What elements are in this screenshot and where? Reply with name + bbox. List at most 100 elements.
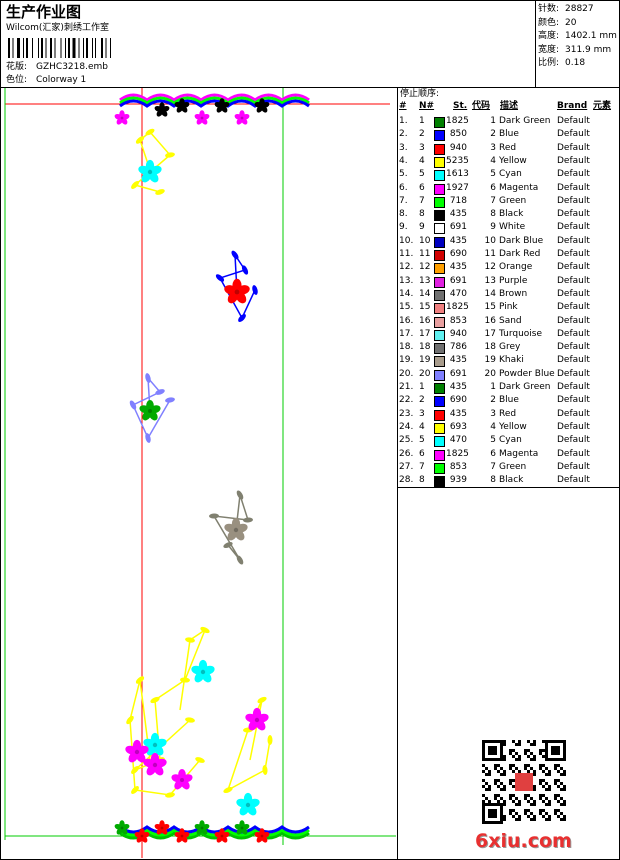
column-header: Brand [557,101,588,111]
code: 12 [484,262,496,273]
qr-module [527,755,530,758]
brand: Default [557,129,590,140]
qr-module [503,800,506,803]
brand: Default [557,195,590,206]
needle: 3 [419,142,425,153]
qr-module [542,815,545,818]
needle: 1 [419,116,425,126]
leaf [165,152,175,158]
qr-finder [482,803,503,824]
qr-module [563,785,566,788]
qr-module [527,815,530,818]
color-swatch [434,356,445,368]
flower-center [160,826,164,830]
barcode-bar [68,38,70,58]
qr-module [503,803,506,806]
barcode-bar [92,38,93,58]
qr-module [539,809,542,812]
brand: Default [557,448,590,459]
needle: 6 [419,182,425,193]
qr-module [539,749,542,752]
description: Turquoise [499,328,543,339]
color-swatch [434,343,445,355]
stem [218,252,256,320]
needle: 16 [419,315,431,326]
description: Dark Green [499,116,551,126]
brand: Default [557,235,590,246]
qr-module [485,773,488,776]
qr-module [515,803,518,806]
flower-center [220,834,224,838]
description: Green [499,195,527,206]
barcode-bar [95,38,96,58]
stitches: 940 [449,142,467,153]
scallop-border [119,99,310,108]
qr-module [554,767,557,770]
qr-module [497,779,500,782]
row-index: 16. [399,315,414,326]
code: 8 [490,209,496,220]
flower [154,820,170,835]
color-swatch [434,462,445,474]
row-index: 13. [399,275,414,286]
brand: Default [557,342,590,353]
qr-module [530,803,533,806]
code: 16 [484,315,496,326]
petal [154,824,163,830]
flower [114,820,130,835]
code: 4 [490,155,496,166]
stat-value: 1402.1 mm [565,31,617,41]
description: Sand [499,315,522,326]
qr-module [503,758,506,761]
code: 5 [490,169,496,180]
qr-finder [488,809,497,818]
column-header: St. [453,101,468,111]
qr-module [554,779,557,782]
description: Powder Blue [499,368,555,379]
code: 2 [490,129,496,140]
column-header: 代码 [472,101,491,111]
description: Dark Red [499,249,541,259]
qr-module [485,788,488,791]
code: 20 [484,368,496,379]
qr-module [563,800,566,803]
qr-module [548,770,551,773]
qr-module [494,764,497,767]
qr-module [530,758,533,761]
colorway-label: 色位: [6,75,28,85]
barcode-bar [38,38,39,58]
qr-module [548,788,551,791]
needle: 17 [419,328,431,339]
leaf [215,274,225,282]
color-swatch [434,196,445,208]
leaf [257,696,267,704]
stat-label: 针数: [538,4,560,14]
brand: Default [557,302,590,313]
barcode-bar [8,38,10,58]
flower-center [152,742,158,748]
qr-module [527,794,530,797]
qr-module [545,812,548,815]
qr-module [494,794,497,797]
flower-center [254,717,260,723]
description: Orange [499,262,533,273]
leaf [243,517,253,523]
leaf [241,265,249,275]
needle: 18 [419,342,431,353]
qr-module [500,773,503,776]
code: 5 [490,435,496,446]
brand: Default [557,315,590,326]
needle: 1 [419,382,425,392]
needle: 11 [419,249,431,259]
stitches: 850 [449,129,467,140]
qr-module [557,779,560,782]
brand: Default [557,368,590,379]
description: Khaki [499,355,524,366]
divider [397,87,398,860]
row-index: 6. [399,182,408,193]
qr-module [503,773,506,776]
stem [132,375,171,440]
qr-module [539,797,542,800]
leaf [145,433,151,443]
color-swatch [434,303,445,315]
